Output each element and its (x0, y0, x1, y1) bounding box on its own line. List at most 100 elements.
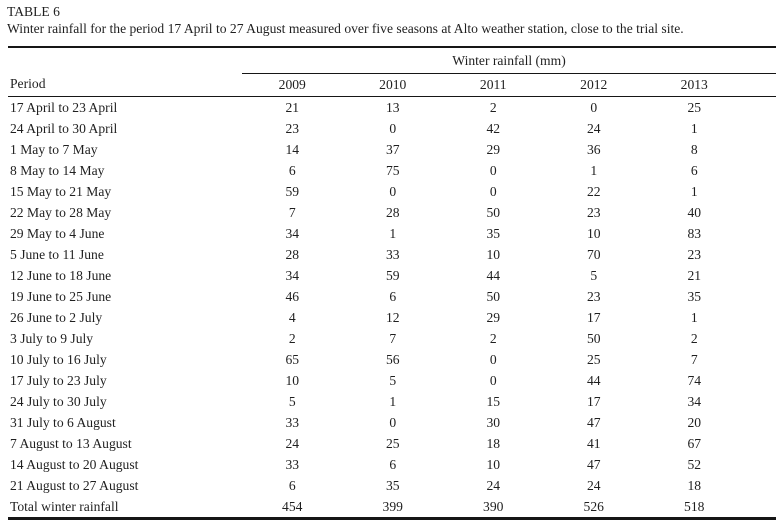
table-row: 21 August to 27 August 6 35 24 24 18 (8, 475, 776, 496)
year-column-header: 2010 (342, 73, 443, 97)
rainfall-value-cell: 25 (687, 99, 702, 115)
rainfall-value-cell: 23 (285, 120, 300, 136)
rainfall-table: Period Winter rainfall (mm) 2009 2010 20… (8, 46, 777, 520)
spacer-cell (745, 223, 777, 244)
rainfall-value-cell: 10 (486, 246, 501, 262)
period-cell: Total winter rainfall (10, 498, 119, 514)
rainfall-value-cell: 2 (690, 330, 698, 346)
total-row: Total winter rainfall 454 399 390 526 518 (8, 496, 776, 519)
rainfall-value-cell: 17 (586, 309, 601, 325)
rainfall-value-cell: 25 (385, 435, 400, 451)
rainfall-value-cell: 18 (486, 435, 501, 451)
rainfall-value-cell: 399 (382, 498, 403, 514)
rainfall-value-cell: 1 (690, 183, 698, 199)
rainfall-value-cell: 36 (586, 141, 601, 157)
table-row: 29 May to 4 June 34 1 35 10 83 (8, 223, 776, 244)
rainfall-value-cell: 454 (282, 498, 303, 514)
rainfall-value-cell: 0 (590, 99, 598, 115)
rainfall-value-cell: 20 (687, 414, 702, 430)
spacer-cell (745, 244, 777, 265)
rainfall-value-cell: 35 (687, 288, 702, 304)
rainfall-value-cell: 34 (285, 225, 300, 241)
rainfall-value-cell: 10 (285, 372, 300, 388)
period-cell: 24 July to 30 July (10, 393, 107, 409)
spacer-cell (745, 286, 777, 307)
rainfall-value-cell: 6 (690, 162, 698, 178)
rainfall-value-cell: 23 (586, 204, 601, 220)
table-row: 8 May to 14 May 6 75 0 1 6 (8, 160, 776, 181)
table-row: 3 July to 9 July 2 7 2 50 2 (8, 328, 776, 349)
rainfall-value-cell: 5 (288, 393, 296, 409)
table-body: 17 April to 23 April 21 13 2 0 25 24 April to … (8, 97, 776, 519)
rainfall-value-cell: 7 (389, 330, 397, 346)
rainfall-value-cell: 65 (285, 351, 300, 367)
table-row: 24 April to 30 April 23 0 42 24 1 (8, 118, 776, 139)
period-cell: 14 August to 20 August (10, 456, 139, 472)
rainfall-value-cell: 33 (285, 414, 300, 430)
rainfall-value-cell: 2 (489, 99, 497, 115)
year-column-header: 2009 (242, 73, 343, 97)
rainfall-value-cell: 10 (486, 456, 501, 472)
rainfall-value-cell: 33 (285, 456, 300, 472)
table-row: 5 June to 11 June 28 33 10 70 23 (8, 244, 776, 265)
spacer-header-cell (744, 73, 777, 97)
rainfall-value-cell: 34 (285, 267, 300, 283)
rainfall-value-cell: 5 (590, 267, 598, 283)
rainfall-value-cell: 24 (486, 477, 501, 493)
rainfall-value-cell: 23 (687, 246, 702, 262)
rainfall-value-cell: 6 (288, 162, 296, 178)
rainfall-value-cell: 21 (687, 267, 702, 283)
table-row: 22 May to 28 May 7 28 50 23 40 (8, 202, 776, 223)
rainfall-value-cell: 18 (687, 477, 702, 493)
rainfall-value-cell: 34 (687, 393, 702, 409)
spacer-cell (745, 349, 777, 370)
rainfall-value-cell: 29 (486, 309, 501, 325)
rainfall-value-cell: 41 (586, 435, 601, 451)
spacer-cell (745, 181, 777, 202)
rainfall-value-cell: 29 (486, 141, 501, 157)
spacer-cell (745, 97, 777, 119)
period-cell: 15 May to 21 May (10, 183, 112, 199)
table-number-label: TABLE 6 (7, 4, 60, 19)
period-cell: 29 May to 4 June (10, 225, 105, 241)
rainfall-value-cell: 50 (586, 330, 601, 346)
spacer-cell (745, 370, 777, 391)
spacer-cell (745, 496, 777, 519)
rainfall-value-cell: 2 (489, 330, 497, 346)
rainfall-value-cell: 24 (586, 120, 601, 136)
rainfall-value-cell: 40 (687, 204, 702, 220)
rainfall-value-cell: 4 (288, 309, 296, 325)
rainfall-value-cell: 75 (385, 162, 400, 178)
table-row: 10 July to 16 July 65 56 0 25 7 (8, 349, 776, 370)
rainfall-value-cell: 6 (389, 288, 397, 304)
spacer-cell (745, 391, 777, 412)
table-row: 24 July to 30 July 5 1 15 17 34 (8, 391, 776, 412)
table-caption: TABLE 6 Winter rainfall for the period 1… (7, 3, 776, 37)
period-cell: 7 August to 13 August (10, 435, 132, 451)
rainfall-value-cell: 0 (389, 414, 397, 430)
period-cell: 22 May to 28 May (10, 204, 112, 220)
rainfall-value-cell: 24 (285, 435, 300, 451)
rainfall-value-cell: 0 (489, 183, 497, 199)
rainfall-value-cell: 1 (690, 120, 698, 136)
table-row: 14 August to 20 August 33 6 10 47 52 (8, 454, 776, 475)
spacer-cell (745, 412, 777, 433)
rainfall-value-cell: 83 (687, 225, 702, 241)
rainfall-value-cell: 70 (586, 246, 601, 262)
rainfall-value-cell: 526 (583, 498, 604, 514)
spacer-cell (745, 118, 777, 139)
rainfall-value-cell: 1 (690, 309, 698, 325)
group-header-row: Period Winter rainfall (mm) (8, 47, 777, 97)
rainfall-value-cell: 44 (486, 267, 501, 283)
rainfall-value-cell: 24 (586, 477, 601, 493)
table-row: 17 July to 23 July 10 5 0 44 74 (8, 370, 776, 391)
rainfall-value-cell: 0 (389, 120, 397, 136)
period-cell: 8 May to 14 May (10, 162, 105, 178)
period-cell: 19 June to 25 June (10, 288, 112, 304)
rainfall-value-cell: 47 (586, 456, 601, 472)
rainfall-value-cell: 10 (586, 225, 601, 241)
period-cell: 10 July to 16 July (10, 351, 107, 367)
spacer-cell (745, 328, 777, 349)
table-header: Period Winter rainfall (mm) 2009 2010 20… (8, 47, 777, 97)
period-cell: 5 June to 11 June (10, 246, 104, 262)
